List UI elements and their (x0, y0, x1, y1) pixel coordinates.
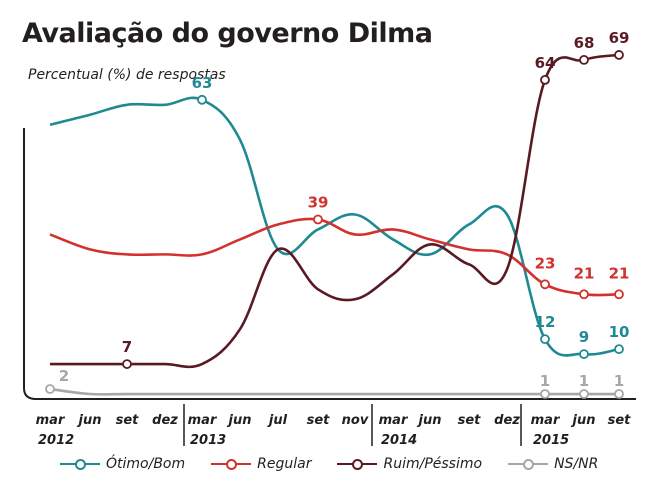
data-label: 69 (609, 29, 630, 47)
data-label: 12 (535, 313, 556, 331)
legend-item-otimo-bom[interactable]: Ótimo/Bom (60, 456, 185, 472)
legend-swatch-icon (60, 458, 100, 470)
legend-swatch-icon (508, 458, 549, 470)
data-point (540, 334, 550, 345)
data-point (614, 389, 624, 399)
legend-label: NS/NR (554, 456, 599, 472)
legend-swatch-icon (211, 458, 252, 470)
legend-item-ruim-pessimo[interactable]: Ruim/Péssimo (337, 456, 482, 472)
data-point (579, 289, 589, 300)
x-tick-label: nov (342, 413, 369, 428)
year-label: 2014 (381, 433, 417, 448)
x-tick-label: jun (227, 413, 252, 428)
year-label: 2012 (38, 433, 74, 448)
x-tick-label: mar (379, 413, 409, 428)
data-label: 21 (609, 264, 630, 282)
x-tick-label: set (307, 413, 331, 428)
legend: Ótimo/Bom Regular Ruim/Péssimo NS/NR (60, 456, 624, 472)
data-label: 9 (579, 328, 589, 346)
data-point (540, 389, 550, 399)
data-label: 10 (609, 323, 630, 341)
data-label: 21 (574, 264, 595, 282)
chart-subtitle: Percentual (%) de respostas (28, 67, 226, 83)
data-label: 64 (535, 54, 556, 72)
x-tick-label: dez (494, 413, 520, 428)
data-point (614, 289, 624, 300)
x-tick-label: mar (531, 413, 561, 428)
data-label: 1 (579, 372, 589, 390)
x-tick-label: dez (152, 413, 178, 428)
chart-title: Avaliação do governo Dilma (22, 18, 433, 49)
data-point (579, 349, 589, 360)
data-label: 39 (308, 193, 329, 211)
legend-label: Ótimo/Bom (106, 456, 186, 472)
x-tick-label: set (116, 413, 140, 428)
data-point (614, 344, 624, 355)
legend-item-regular[interactable]: Regular (211, 456, 311, 472)
data-label: 68 (574, 34, 595, 52)
x-tick-label: mar (188, 413, 218, 428)
data-point (45, 384, 55, 394)
data-point (540, 279, 550, 290)
data-label: 7 (122, 338, 132, 356)
series-line-2 (50, 53, 620, 369)
legend-label: Ruim/Péssimo (383, 456, 483, 472)
data-point (313, 214, 323, 225)
x-tick-label: jul (267, 413, 288, 428)
data-point (614, 50, 624, 60)
series-line-0 (49, 96, 620, 357)
data-point (579, 55, 589, 65)
x-tick-label: set (458, 413, 482, 428)
data-label: 1 (614, 372, 624, 390)
x-tick-label: jun (77, 413, 102, 428)
data-label: 23 (535, 254, 556, 272)
year-label: 2013 (190, 433, 226, 448)
x-tick-label: mar (36, 413, 66, 428)
data-point (540, 74, 550, 85)
series-line-3 (49, 387, 619, 396)
legend-swatch-icon (337, 458, 378, 470)
data-label: 1 (540, 372, 550, 390)
series-line-1 (49, 217, 620, 297)
data-point (579, 389, 589, 399)
legend-label: Regular (257, 456, 312, 472)
axis-line (23, 128, 636, 400)
x-tick-label: jun (571, 413, 596, 428)
data-label: 2 (59, 367, 69, 385)
data-point (197, 94, 207, 105)
x-tick-label: jun (417, 413, 442, 428)
data-point (122, 359, 132, 369)
year-label: 2015 (533, 433, 569, 448)
x-tick-label: set (608, 413, 632, 428)
legend-item-ns-nr[interactable]: NS/NR (508, 456, 598, 472)
data-label: 63 (192, 74, 213, 92)
